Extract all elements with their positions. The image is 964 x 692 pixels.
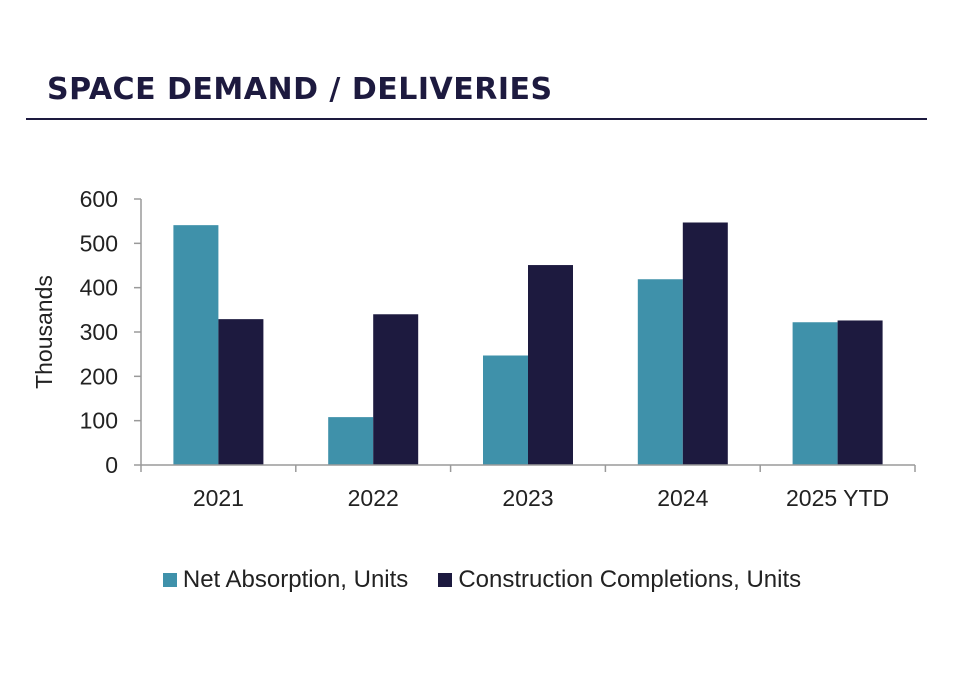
legend-label-net-absorption: Net Absorption, Units: [182, 566, 409, 593]
bars-group: [173, 222, 883, 465]
y-tick-label: 400: [80, 275, 118, 301]
legend-item-net-absorption: Net Absorption, Units: [162, 566, 409, 594]
bar-net-absorption-2021: [173, 225, 219, 465]
legend-swatch-construction-completions: [438, 573, 453, 587]
bar-construction-completions-2022: [373, 314, 419, 465]
y-tick-label: 100: [80, 408, 118, 434]
y-tick-label: 300: [80, 319, 118, 345]
bar-net-absorption-2022: [328, 417, 374, 465]
legend-label-construction-completions: Construction Completions, Units: [458, 566, 802, 593]
x-tick-label: 2021: [193, 485, 244, 511]
title-divider: [26, 118, 927, 120]
x-axis: 2021 2022 2023 2024 2025 YTD: [140, 464, 916, 511]
bar-net-absorption-2024: [637, 279, 683, 465]
bar-construction-completions-2025-ytd: [837, 320, 883, 465]
legend-item-construction-completions: Construction Completions, Units: [438, 566, 801, 594]
x-tick-label: 2023: [502, 485, 553, 511]
x-tick-label: 2022: [348, 485, 399, 511]
y-tick-label: 600: [80, 186, 118, 212]
y-axis-title: Thousands: [31, 275, 57, 389]
bar-net-absorption-2025-ytd: [792, 322, 838, 465]
y-axis: 0 100 200 300 400 500 600: [80, 186, 142, 478]
bar-net-absorption-2023: [483, 355, 528, 465]
x-tick-label: 2025 YTD: [786, 485, 889, 511]
y-tick-label: 500: [80, 230, 118, 256]
chart-title: SPACE DEMAND / DELIVERIES: [47, 72, 553, 107]
y-tick-label: 200: [80, 363, 118, 389]
legend: Net Absorption, Units Construction Compl…: [0, 566, 964, 594]
bar-construction-completions-2024: [682, 222, 728, 465]
legend-swatch-net-absorption: [162, 573, 177, 587]
y-tick-label: 0: [105, 452, 118, 478]
bar-construction-completions-2023: [528, 265, 573, 465]
bar-construction-completions-2021: [218, 319, 264, 465]
x-tick-label: 2024: [657, 485, 708, 511]
